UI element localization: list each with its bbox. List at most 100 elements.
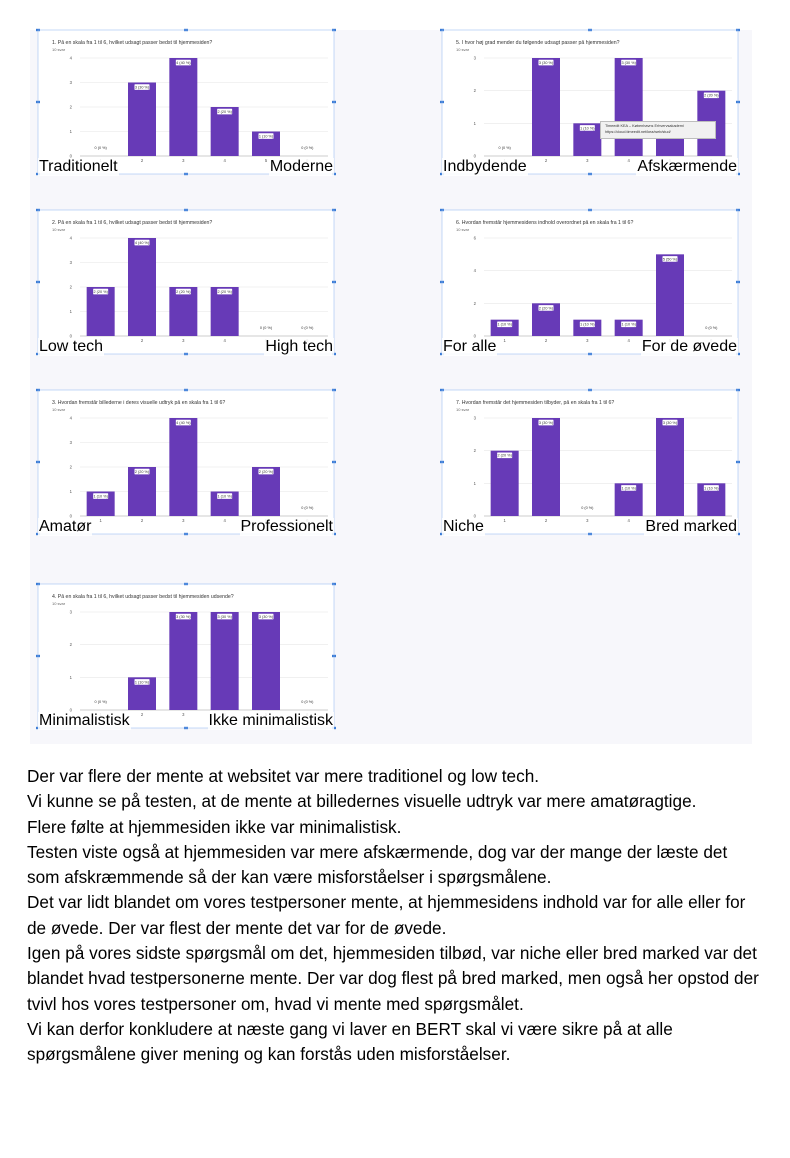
x-tick-label: 4 <box>627 158 630 163</box>
data-label-background <box>217 108 233 115</box>
y-tick-label: 1 <box>70 675 73 680</box>
data-label: 3 (30 %) <box>539 61 554 65</box>
data-label-background <box>258 468 274 475</box>
data-label: 0 (0 %) <box>301 700 314 704</box>
y-tick-label: 3 <box>474 56 477 61</box>
data-label-background <box>258 324 274 331</box>
bar <box>252 612 280 710</box>
y-tick-label: 0 <box>70 514 73 519</box>
y-tick-label: 0 <box>70 334 73 339</box>
data-label-background <box>662 256 678 262</box>
data-label-background <box>93 493 109 499</box>
scale-left-label: Minimalistisk <box>38 712 131 730</box>
paragraph: Der var flere der mente at websitet var … <box>27 766 540 786</box>
y-tick-label: 0 <box>474 154 477 159</box>
data-label: 0 (0 %) <box>301 506 314 510</box>
data-label-background <box>538 59 554 66</box>
paragraph: Testen viste også at hjemmesiden var mer… <box>27 841 728 888</box>
y-tick-label: 0 <box>70 154 73 159</box>
data-label-background <box>299 144 315 151</box>
x-tick-label: 2 <box>141 712 144 717</box>
data-label-background <box>497 321 513 328</box>
bar <box>532 418 560 516</box>
y-tick-label: 1 <box>70 489 73 494</box>
data-label: 2 (20 %) <box>539 306 554 310</box>
x-tick-label: 5 <box>265 158 268 163</box>
data-label-background <box>258 133 274 139</box>
bar <box>210 612 239 710</box>
data-label: 0 (0 %) <box>260 326 273 330</box>
data-label: 1 (10 %) <box>580 126 595 130</box>
conclusion-text: Der var flere der mente at websitet var … <box>27 764 762 1068</box>
data-label-background <box>299 504 315 511</box>
x-tick-label: 3 <box>586 158 589 163</box>
paragraph: Flere følte at hjemmesiden ikke var mini… <box>27 816 402 837</box>
x-tick-label: 4 <box>223 338 226 343</box>
data-label-background <box>621 485 637 491</box>
scale-left-label: Low tech <box>38 338 105 356</box>
data-label-background <box>621 321 637 328</box>
y-tick-label: 1 <box>70 309 73 314</box>
x-tick-label: 1 <box>99 518 102 523</box>
data-label: 1 (10 %) <box>580 323 595 327</box>
selection-frame <box>441 389 739 535</box>
x-tick-label: 3 <box>586 518 589 523</box>
y-tick-label: 4 <box>70 56 73 61</box>
scale-left-label: Niche <box>442 518 485 536</box>
y-tick-label: 3 <box>474 416 477 421</box>
scale-right-label: Afskærmende <box>636 158 738 176</box>
question-title: 3. Hvordan fremstår billederne i deres v… <box>52 400 226 406</box>
data-label: 2 (20 %) <box>176 290 191 294</box>
x-tick-label: 2 <box>545 518 548 523</box>
survey-chart-2: 2. På en skala fra 1 til 6, hvilket udsa… <box>36 208 336 356</box>
bar <box>656 418 684 516</box>
bar-chart: 0 1 2 3 4 1 (10 %) 1 2 (20 %) 2 4 (40 %) 3 1 (10 %)… <box>36 388 336 536</box>
question-title: 5. I hvor høj grad mender du følgende ud… <box>456 40 620 46</box>
data-label-background <box>703 324 719 331</box>
bar <box>210 107 239 156</box>
data-label-background <box>175 288 191 295</box>
y-tick-label: 2 <box>70 642 73 647</box>
x-tick-label: 3 <box>182 338 185 343</box>
bar <box>210 287 239 336</box>
data-label-background <box>134 239 150 246</box>
bar-chart: 0 1 2 3 2 (20 %) 1 3 (30 %) 2 0 (0 %) 3 1 (10 %) 4 3… <box>440 388 740 536</box>
y-tick-label: 4 <box>70 416 73 421</box>
y-tick-label: 0 <box>474 334 477 339</box>
paragraph: Igen på vores sidste spørgsmål om det, h… <box>27 943 759 1014</box>
tooltip-line-1: Timeedit KEA – Københavns Erhvervsakadem… <box>605 124 684 128</box>
data-label: 2 (20 %) <box>135 470 150 474</box>
data-label: 1 (10 %) <box>93 495 108 499</box>
x-tick-label: 3 <box>182 158 185 163</box>
bar <box>614 58 643 156</box>
y-tick-label: 2 <box>70 465 73 470</box>
bar <box>169 58 198 156</box>
paragraph: Vi kunne se på testen, at de mente at bi… <box>27 791 697 812</box>
bar <box>86 287 115 336</box>
data-label-background <box>299 698 315 705</box>
x-tick-label: 1 <box>503 518 506 523</box>
data-label: 3 (30 %) <box>539 421 554 425</box>
data-label-background <box>217 493 233 499</box>
x-tick-label: 3 <box>586 338 589 343</box>
tooltip-line-2: https://cloud.timeedit.net/kea/web/stud/ <box>605 129 671 134</box>
y-tick-label: 2 <box>70 105 73 110</box>
scale-left-label: For alle <box>442 338 498 356</box>
data-label-background <box>134 468 150 475</box>
data-label: 0 (0 %) <box>705 326 718 330</box>
scale-right-label: Professionelt <box>239 518 334 536</box>
data-label: 3 (30 %) <box>135 86 150 90</box>
bar <box>169 418 198 516</box>
y-tick-label: 6 <box>474 236 477 241</box>
data-label-background <box>621 59 637 66</box>
y-tick-label: 2 <box>474 301 477 306</box>
x-tick-label: 4 <box>223 518 226 523</box>
bar <box>128 238 156 336</box>
survey-chart-3: 3. Hvordan fremstår billederne i deres v… <box>36 388 336 536</box>
data-label-background <box>538 419 554 426</box>
bar <box>656 254 684 336</box>
data-label: 1 (10 %) <box>621 323 636 327</box>
data-label-background <box>93 144 109 151</box>
scale-left-label: Traditionelt <box>38 158 119 176</box>
